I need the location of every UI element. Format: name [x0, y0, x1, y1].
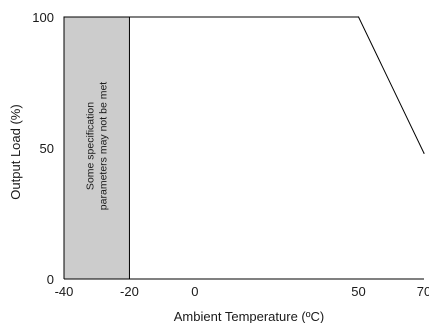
y-tick-label: 100 — [32, 10, 54, 25]
data-point — [357, 16, 360, 18]
tick-labels: -40 -20 0 50 70 0 50 100 — [32, 10, 429, 299]
data-point — [63, 16, 65, 18]
x-tick-label: -20 — [120, 284, 139, 299]
y-axis-label: Output Load (%) — [8, 104, 23, 199]
x-tick-label: -40 — [55, 284, 74, 299]
x-tick-label: 50 — [351, 284, 365, 299]
x-tick-label: 70 — [417, 284, 429, 299]
shaded-region — [64, 17, 130, 279]
plot-area: Some specificationparameters may not be … — [63, 16, 425, 280]
x-tick-label: 0 — [191, 284, 198, 299]
shaded-region-note-line: Some specification — [85, 102, 97, 190]
y-tick-label: 0 — [47, 272, 54, 287]
y-tick-label: 50 — [40, 141, 54, 156]
data-point — [423, 152, 425, 154]
shaded-region-note: Some specificationparameters may not be … — [85, 82, 110, 210]
shaded-region-note-line: parameters may not be met — [98, 82, 110, 210]
x-axis-label: Ambient Temperature (ºC) — [174, 309, 324, 323]
